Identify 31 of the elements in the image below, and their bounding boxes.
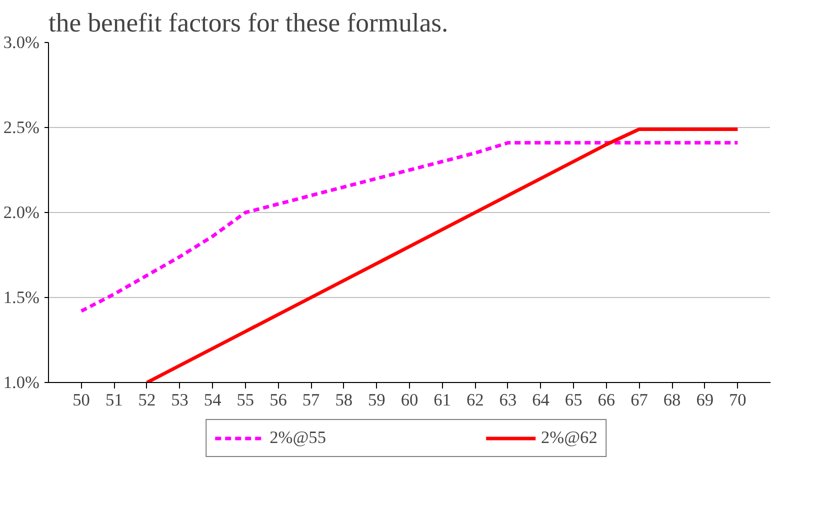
x-tick-label: 56 (270, 390, 288, 410)
y-tick-label: 2.0% (3, 203, 40, 222)
x-tick-label: 62 (466, 390, 484, 410)
y-tick-label: 1.0% (3, 373, 40, 392)
line-series (80, 141, 740, 313)
x-tick-label: 51 (105, 390, 123, 410)
x-tick-label: 63 (499, 390, 517, 410)
x-tick-label: 70 (729, 390, 746, 410)
x-tick-label: 64 (532, 390, 550, 410)
x-tick-label: 65 (564, 390, 582, 410)
x-tick-label: 59 (368, 390, 386, 410)
y-tick-label: 2.5% (3, 118, 40, 137)
legend-label: 2%@62 (541, 428, 598, 448)
x-tick-label: 67 (630, 390, 648, 410)
x-tick-label: 66 (598, 390, 616, 410)
x-tick-label: 54 (204, 390, 222, 410)
x-tick-label: 57 (302, 390, 320, 410)
x-tick-label: 69 (696, 390, 714, 410)
x-tick-label: 50 (72, 390, 90, 410)
y-tick-label: 1.5% (3, 288, 40, 307)
x-tick-label: 55 (236, 390, 254, 410)
x-tick-label: 53 (171, 390, 188, 410)
x-tick-label: 52 (138, 390, 156, 410)
line-series (145, 127, 740, 382)
chart-title: the benefit factors for these formulas. (48, 8, 448, 38)
y-tick-label: 3.0% (3, 33, 40, 52)
x-tick-label: 61 (434, 390, 451, 410)
x-tick-label: 60 (400, 390, 418, 410)
x-tick-label: 58 (335, 390, 353, 410)
x-tick-label: 68 (663, 390, 681, 410)
legend-label: 2%@55 (270, 428, 326, 448)
